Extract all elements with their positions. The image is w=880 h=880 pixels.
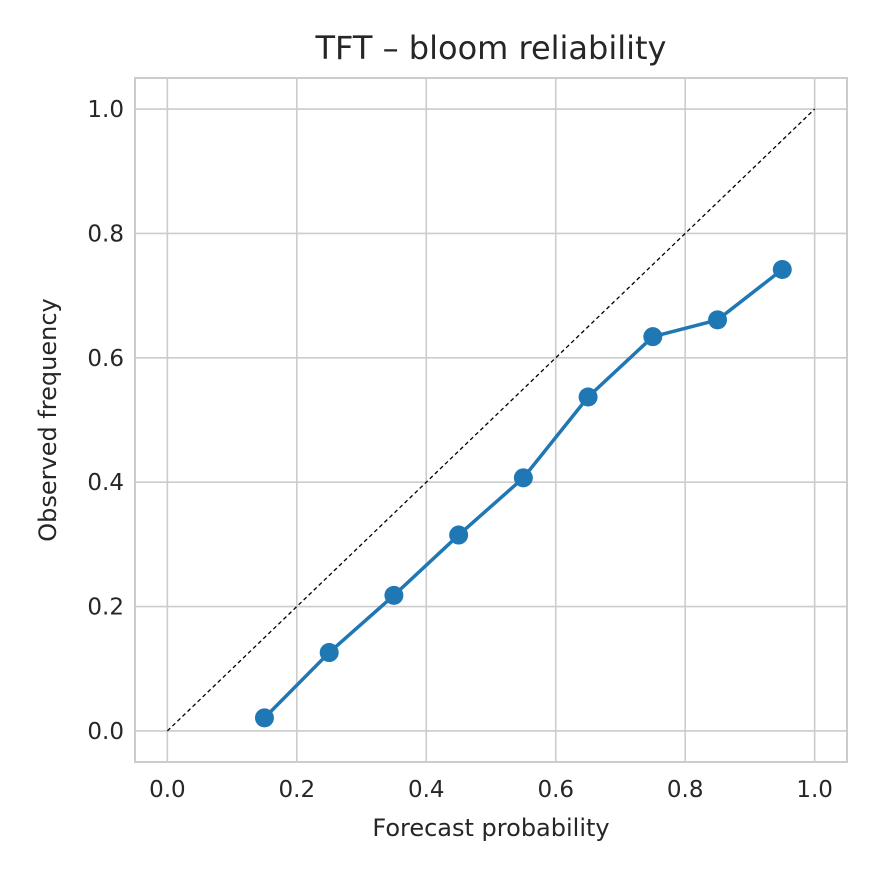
data-point (384, 585, 404, 605)
grid (135, 78, 847, 762)
perfect-reliability-line (166, 108, 816, 732)
x-tick-label: 0.2 (279, 777, 316, 803)
x-tick-labels: 0.0 0.2 0.4 0.6 0.8 1.0 (149, 777, 833, 803)
x-tick-label: 0.4 (408, 777, 445, 803)
y-axis-label: Observed frequency (34, 298, 62, 541)
y-tick-label: 0.6 (87, 346, 124, 372)
chart-title: TFT – bloom reliability (315, 29, 667, 67)
y-tick-label: 0.0 (87, 719, 124, 745)
x-axis-label: Forecast probability (372, 814, 609, 842)
series-line (263, 268, 784, 720)
y-tick-label: 1.0 (87, 97, 124, 123)
data-point (254, 708, 274, 728)
data-point (578, 387, 598, 407)
y-tick-labels: 0.0 0.2 0.4 0.6 0.8 1.0 (87, 97, 124, 745)
y-tick-label: 0.4 (87, 470, 124, 496)
x-tick-label: 1.0 (796, 777, 833, 803)
reference-line-group (166, 108, 816, 732)
y-tick-label: 0.8 (87, 221, 124, 247)
data-point (772, 260, 792, 280)
plot-frame (134, 77, 848, 763)
data-point (319, 643, 339, 663)
y-tick-label: 0.2 (87, 595, 124, 621)
data-point (643, 327, 663, 347)
data-point (449, 525, 469, 545)
x-tick-label: 0.0 (149, 777, 186, 803)
data-point (513, 468, 533, 488)
x-tick-label: 0.8 (667, 777, 704, 803)
series-group (254, 260, 792, 728)
data-point (708, 310, 728, 330)
x-tick-label: 0.6 (537, 777, 574, 803)
